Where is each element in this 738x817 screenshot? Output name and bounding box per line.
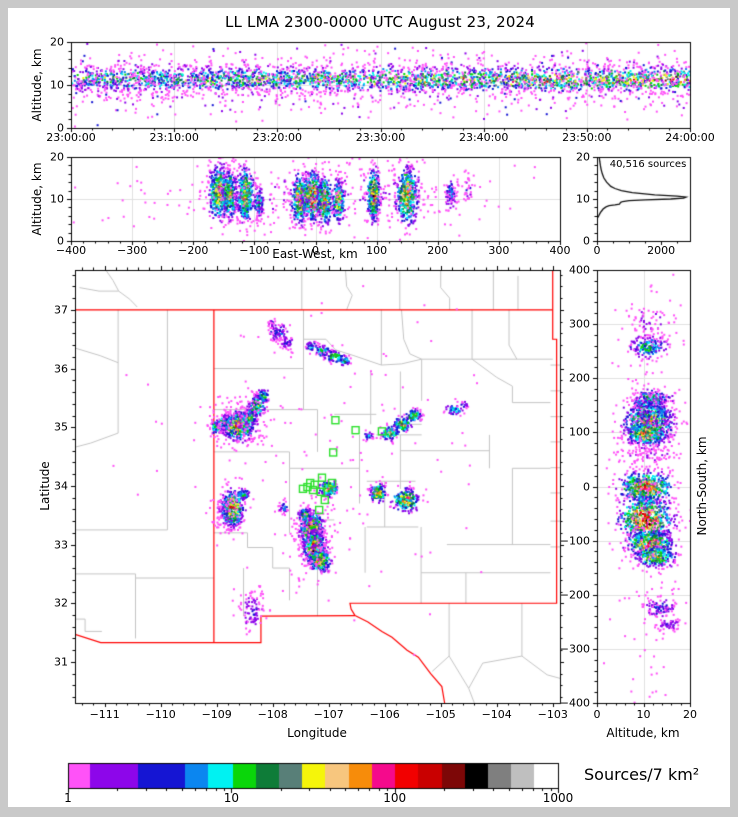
p5-x-tick-label: 20 <box>683 708 697 721</box>
p1-y-tick-label: 10 <box>50 78 64 92</box>
time-panel-ylabel: Altitude, km <box>30 48 44 122</box>
map-xlabel: Longitude <box>287 726 347 740</box>
p3-x-tick-label: 2000 <box>647 244 676 257</box>
p5-y-tick-label: 400 <box>569 263 590 277</box>
p1-x-tick-label: 23:20:00 <box>252 131 303 144</box>
colorbar-tick-label: 100 <box>383 791 407 805</box>
colorbar-label: Sources/7 km² <box>584 765 700 784</box>
map-x-tick-label: −105 <box>425 708 456 721</box>
map-panel <box>75 270 560 703</box>
time-height-panel <box>71 42 690 128</box>
ns-panel-ylabel: North-South, km <box>695 436 709 536</box>
p5-y-tick-label: −100 <box>559 534 590 548</box>
p1-x-tick-label: 23:30:00 <box>355 131 406 144</box>
colorbar-tick-label: 10 <box>223 791 239 805</box>
p2-x-tick-label: −100 <box>239 244 270 257</box>
source-count-annotation: 40,516 sources <box>609 159 687 170</box>
p5-y-tick-label: 100 <box>569 425 590 439</box>
p5-y-tick-label: 200 <box>569 371 590 385</box>
colorbar <box>68 763 558 788</box>
p2-x-tick-label: −300 <box>117 244 148 257</box>
p1-x-tick-label: 23:10:00 <box>149 131 199 144</box>
map-x-tick-label: −108 <box>257 708 288 721</box>
map-x-tick-label: −103 <box>537 708 568 721</box>
p2-y-tick-label: 0 <box>57 234 64 248</box>
ew-panel-xlabel: East-West, km <box>272 247 358 261</box>
p2-x-tick-label: −200 <box>178 244 209 257</box>
map-x-tick-label: −106 <box>369 708 400 721</box>
p2-x-tick-label: −400 <box>55 244 87 257</box>
map-x-tick-label: −109 <box>201 708 232 721</box>
p3-x-tick-label: 0 <box>593 244 601 257</box>
p5-x-tick-label: 10 <box>636 708 651 721</box>
p5-y-tick-label: −400 <box>559 696 590 710</box>
p5-x-tick-label: 0 <box>593 708 601 721</box>
map-y-tick-label: 31 <box>54 655 68 669</box>
p5-y-tick-label: −200 <box>559 588 590 602</box>
p3-y-tick-label: 10 <box>576 192 590 206</box>
map-y-tick-label: 33 <box>54 538 68 552</box>
map-y-tick-label: 36 <box>54 362 68 376</box>
map-y-tick-label: 34 <box>54 479 68 493</box>
colorbar-tick-label: 1000 <box>542 791 574 805</box>
p2-y-tick-label: 10 <box>50 192 64 206</box>
p2-x-tick-label: 200 <box>427 244 449 257</box>
ew-panel-ylabel: Altitude, km <box>30 162 44 236</box>
map-y-tick-label: 35 <box>54 420 68 434</box>
map-x-tick-label: −107 <box>313 708 344 721</box>
map-x-tick-label: −111 <box>89 708 120 721</box>
p1-y-tick-label: 0 <box>57 121 64 135</box>
p2-x-tick-label: 0 <box>312 244 319 257</box>
p5-y-tick-label: 0 <box>583 480 590 493</box>
p1-y-tick-label: 20 <box>50 35 64 49</box>
p3-y-tick-label: 20 <box>576 150 590 164</box>
north-south-altitude-panel <box>597 270 690 703</box>
map-y-tick-label: 37 <box>54 303 68 317</box>
ns-panel-xlabel: Altitude, km <box>606 726 680 740</box>
p5-y-tick-label: 300 <box>569 317 590 331</box>
p2-x-tick-label: 100 <box>366 244 388 257</box>
east-west-altitude-panel <box>71 157 560 241</box>
map-x-tick-label: −110 <box>145 708 176 721</box>
p2-y-tick-label: 20 <box>50 150 64 164</box>
p1-x-tick-label: 23:40:00 <box>458 131 509 144</box>
p5-y-tick-label: −300 <box>559 642 590 656</box>
p1-x-tick-label: 23:50:00 <box>562 131 612 144</box>
figure-title: LL LMA 2300-0000 UTC August 23, 2024 <box>224 13 536 31</box>
p3-y-tick-label: 0 <box>583 234 590 248</box>
p1-x-tick-label: 23:00:00 <box>46 131 96 144</box>
map-y-tick-label: 32 <box>54 596 68 610</box>
map-x-tick-label: −104 <box>481 708 512 721</box>
map-ylabel: Latitude <box>38 461 52 511</box>
colorbar-tick-label: 1 <box>64 791 72 805</box>
p2-x-tick-label: 400 <box>549 244 571 257</box>
p1-x-tick-label: 24:00:00 <box>665 131 715 144</box>
p2-x-tick-label: 300 <box>488 244 510 257</box>
